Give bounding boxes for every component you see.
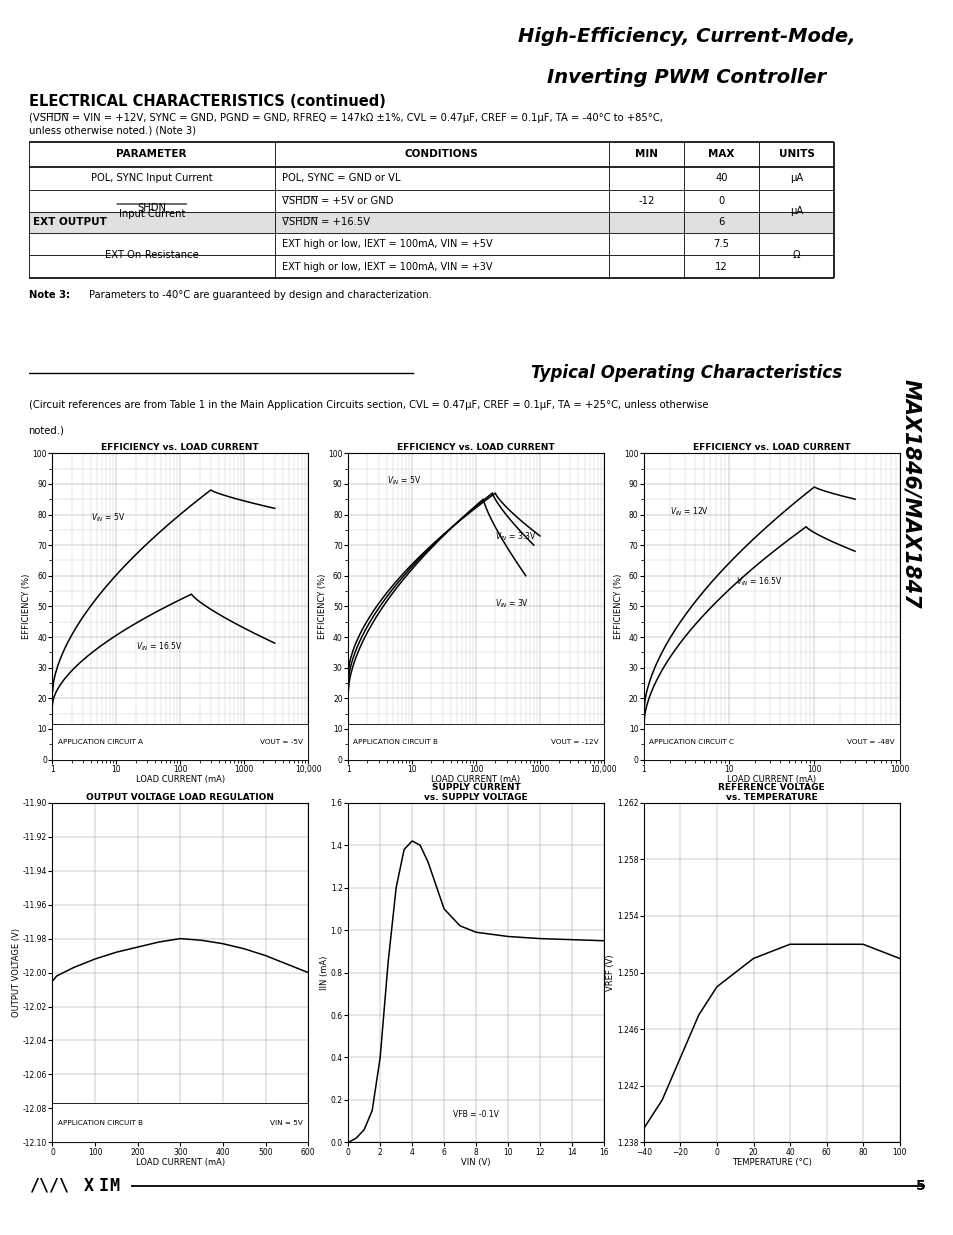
- Text: 40: 40: [715, 173, 727, 183]
- Text: MAX1846/MAX1847: MAX1846/MAX1847: [901, 379, 920, 609]
- Y-axis label: VREF (V): VREF (V): [606, 955, 615, 990]
- Text: VOUT = -12V: VOUT = -12V: [551, 739, 598, 745]
- Y-axis label: OUTPUT VOLTAGE (V): OUTPUT VOLTAGE (V): [12, 927, 21, 1018]
- Text: Ω: Ω: [792, 251, 800, 261]
- X-axis label: LOAD CURRENT (mA): LOAD CURRENT (mA): [431, 776, 520, 784]
- Text: CONDITIONS: CONDITIONS: [404, 149, 478, 159]
- Bar: [29, 212, 833, 233]
- Text: APPLICATION CIRCUIT B: APPLICATION CIRCUIT B: [57, 1120, 142, 1126]
- Text: VOUT = -48V: VOUT = -48V: [846, 739, 894, 745]
- Text: SHDN: SHDN: [137, 203, 166, 212]
- Title: EFFICIENCY vs. LOAD CURRENT: EFFICIENCY vs. LOAD CURRENT: [101, 443, 259, 452]
- Title: SUPPLY CURRENT
vs. SUPPLY VOLTAGE: SUPPLY CURRENT vs. SUPPLY VOLTAGE: [424, 783, 527, 802]
- Text: VOUT = -5V: VOUT = -5V: [260, 739, 303, 745]
- Bar: [52, 1103, 308, 1142]
- Text: $V_{IN}$ = 3.3V: $V_{IN}$ = 3.3V: [495, 530, 537, 542]
- Bar: [348, 724, 603, 760]
- Text: µA: µA: [789, 173, 802, 183]
- Text: noted.): noted.): [29, 425, 65, 436]
- Text: MIN: MIN: [634, 149, 658, 159]
- Bar: [52, 724, 308, 760]
- Text: APPLICATION CIRCUIT C: APPLICATION CIRCUIT C: [648, 739, 733, 745]
- Bar: [643, 724, 899, 760]
- Text: EXT high or low, IEXT = 100mA, VIN = +3V: EXT high or low, IEXT = 100mA, VIN = +3V: [281, 262, 492, 272]
- Text: -12: -12: [638, 196, 654, 206]
- Text: EXT On-Resistance: EXT On-Resistance: [105, 251, 198, 261]
- Y-axis label: EFFICIENCY (%): EFFICIENCY (%): [22, 574, 31, 638]
- Text: UNITS: UNITS: [778, 149, 814, 159]
- Title: EFFICIENCY vs. LOAD CURRENT: EFFICIENCY vs. LOAD CURRENT: [692, 443, 850, 452]
- Text: APPLICATION CIRCUIT B: APPLICATION CIRCUIT B: [353, 739, 437, 745]
- Text: (Circuit references are from Table 1 in the Main Application Circuits section, C: (Circuit references are from Table 1 in …: [29, 400, 707, 410]
- Title: REFERENCE VOLTAGE
vs. TEMPERATURE: REFERENCE VOLTAGE vs. TEMPERATURE: [718, 783, 824, 802]
- Text: $V_{IN}$ = 5V: $V_{IN}$ = 5V: [386, 475, 420, 488]
- Text: APPLICATION CIRCUIT A: APPLICATION CIRCUIT A: [57, 739, 142, 745]
- Text: VIN = 5V: VIN = 5V: [270, 1120, 303, 1126]
- X-axis label: VIN (V): VIN (V): [461, 1158, 490, 1167]
- Text: ELECTRICAL CHARACTERISTICS (continued): ELECTRICAL CHARACTERISTICS (continued): [29, 94, 385, 109]
- Text: V̅S̅H̅D̅N̅ = +5V or GND: V̅S̅H̅D̅N̅ = +5V or GND: [281, 196, 393, 206]
- Text: 6: 6: [718, 217, 724, 227]
- Text: Note 3:: Note 3:: [29, 290, 76, 300]
- Text: VFB = -0.1V: VFB = -0.1V: [453, 1109, 498, 1119]
- Text: V̅S̅H̅D̅N̅ = +16.5V: V̅S̅H̅D̅N̅ = +16.5V: [281, 217, 369, 227]
- Text: X: X: [84, 1177, 94, 1195]
- Text: EXT high or low, IEXT = 100mA, VIN = +5V: EXT high or low, IEXT = 100mA, VIN = +5V: [281, 240, 492, 249]
- X-axis label: LOAD CURRENT (mA): LOAD CURRENT (mA): [135, 1158, 225, 1167]
- Y-axis label: EFFICIENCY (%): EFFICIENCY (%): [317, 574, 327, 638]
- Text: PARAMETER: PARAMETER: [116, 149, 187, 159]
- Text: Typical Operating Characteristics: Typical Operating Characteristics: [531, 363, 841, 382]
- Text: I: I: [98, 1177, 109, 1195]
- Text: 0: 0: [718, 196, 724, 206]
- Text: 7.5: 7.5: [713, 240, 729, 249]
- Text: unless otherwise noted.) (Note 3): unless otherwise noted.) (Note 3): [29, 125, 195, 135]
- Text: EXT OUTPUT: EXT OUTPUT: [32, 217, 107, 227]
- Title: EFFICIENCY vs. LOAD CURRENT: EFFICIENCY vs. LOAD CURRENT: [396, 443, 555, 452]
- Text: Input Current: Input Current: [118, 209, 185, 219]
- Title: OUTPUT VOLTAGE LOAD REGULATION: OUTPUT VOLTAGE LOAD REGULATION: [86, 793, 274, 802]
- Y-axis label: EFFICIENCY (%): EFFICIENCY (%): [613, 574, 622, 638]
- Text: Parameters to -40°C are guaranteed by design and characterization.: Parameters to -40°C are guaranteed by de…: [89, 290, 431, 300]
- Text: $V_{IN}$ = 16.5V: $V_{IN}$ = 16.5V: [735, 576, 781, 588]
- Text: $V_{IN}$ = 12V: $V_{IN}$ = 12V: [669, 505, 708, 517]
- Text: $V_{IN}$ = 3V: $V_{IN}$ = 3V: [495, 598, 529, 610]
- Text: High-Efficiency, Current-Mode,: High-Efficiency, Current-Mode,: [517, 27, 855, 46]
- Text: POL, SYNC = GND or VL: POL, SYNC = GND or VL: [281, 173, 399, 183]
- Text: 5: 5: [915, 1179, 924, 1193]
- Text: M: M: [110, 1177, 119, 1195]
- Text: POL, SYNC Input Current: POL, SYNC Input Current: [91, 173, 213, 183]
- Text: 12: 12: [715, 262, 727, 272]
- Y-axis label: IIN (mA): IIN (mA): [320, 956, 329, 989]
- Text: (VS̅H̅D̅N̅ = VIN = +12V, SYNC = GND, PGND = GND, RFREQ = 147kΩ ±1%, CVL = 0.47µF: (VS̅H̅D̅N̅ = VIN = +12V, SYNC = GND, PGN…: [29, 112, 661, 122]
- Text: Inverting PWM Controller: Inverting PWM Controller: [547, 68, 825, 86]
- Text: MAX: MAX: [707, 149, 734, 159]
- Text: µA: µA: [789, 206, 802, 216]
- X-axis label: TEMPERATURE (°C): TEMPERATURE (°C): [731, 1158, 811, 1167]
- Text: /\/\: /\/\: [29, 1177, 69, 1195]
- Text: $V_{IN}$ = 16.5V: $V_{IN}$ = 16.5V: [135, 640, 182, 653]
- X-axis label: LOAD CURRENT (mA): LOAD CURRENT (mA): [135, 776, 225, 784]
- Text: $V_{IN}$ = 5V: $V_{IN}$ = 5V: [91, 511, 125, 524]
- X-axis label: LOAD CURRENT (mA): LOAD CURRENT (mA): [726, 776, 816, 784]
